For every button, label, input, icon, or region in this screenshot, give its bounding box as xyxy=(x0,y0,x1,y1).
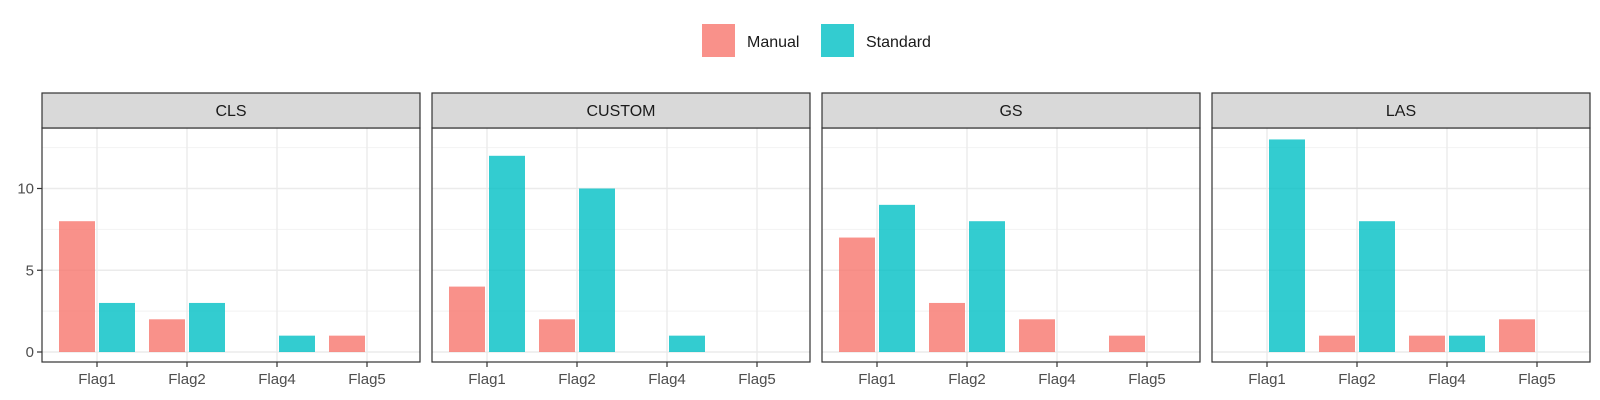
bar xyxy=(1019,319,1055,352)
bar xyxy=(1319,335,1355,352)
bar xyxy=(489,155,525,352)
plot-background xyxy=(432,128,810,362)
y-tick-label: 0 xyxy=(26,344,34,361)
bar xyxy=(929,302,965,352)
bar xyxy=(1449,335,1485,352)
bar xyxy=(969,221,1005,352)
bar xyxy=(879,204,915,352)
bar xyxy=(669,335,705,352)
x-tick-label: Flag1 xyxy=(858,371,896,388)
x-tick-label: Flag2 xyxy=(1338,371,1376,388)
x-tick-label: Flag5 xyxy=(1128,371,1166,388)
x-tick-label: Flag2 xyxy=(948,371,986,388)
legend-swatch-standard xyxy=(821,24,854,57)
x-tick-label: Flag2 xyxy=(558,371,596,388)
panel-gs: GS Flag1 Flag2 Flag4 Flag5 xyxy=(821,92,1201,388)
x-tick-label: Flag1 xyxy=(78,371,116,388)
x-tick-label: Flag4 xyxy=(258,371,296,388)
x-tick-label: Flag4 xyxy=(1038,371,1076,388)
bar xyxy=(99,302,135,352)
panels: CLS Flag1 Flag2 Flag4 Flag5 0 5 10 CUSTOM Flag1 Fl… xyxy=(17,92,1591,388)
legend-label-manual: Manual xyxy=(747,34,799,51)
legend-label-standard: Standard xyxy=(866,34,931,51)
x-tick-label: Flag1 xyxy=(468,371,506,388)
facet-strip xyxy=(821,92,1201,129)
bar xyxy=(839,237,875,352)
x-tick-label: Flag5 xyxy=(738,371,776,388)
bar xyxy=(1269,139,1305,352)
x-tick-label: Flag4 xyxy=(648,371,686,388)
facet-title: LAS xyxy=(1386,103,1416,120)
bar xyxy=(539,319,575,352)
bar xyxy=(59,221,95,352)
x-tick-label: Flag1 xyxy=(1248,371,1286,388)
bar xyxy=(279,335,315,352)
panel-las: LAS Flag1 Flag2 Flag4 Flag5 xyxy=(1211,92,1591,388)
bar xyxy=(1109,335,1145,352)
bar xyxy=(189,302,225,352)
facet-strip xyxy=(1211,92,1591,129)
panel-custom: CUSTOM Flag1 Flag2 Flag4 Flag5 xyxy=(431,92,811,388)
x-tick-label: Flag2 xyxy=(168,371,206,388)
y-tick-label: 5 xyxy=(26,262,34,279)
bar xyxy=(1359,221,1395,352)
facet-title: CUSTOM xyxy=(586,103,655,120)
bar xyxy=(1499,319,1535,352)
bar xyxy=(329,335,365,352)
panel-cls: CLS Flag1 Flag2 Flag4 Flag5 0 5 10 xyxy=(17,92,421,388)
bar xyxy=(449,286,485,352)
facet-title: CLS xyxy=(215,103,246,120)
facet-strip xyxy=(431,92,811,129)
bar xyxy=(579,188,615,352)
y-tick-label: 10 xyxy=(17,181,34,198)
facet-title: GS xyxy=(999,103,1022,120)
plot-background xyxy=(822,128,1200,362)
legend: Manual Standard xyxy=(702,24,931,57)
bar xyxy=(1409,335,1445,352)
legend-swatch-manual xyxy=(702,24,735,57)
x-tick-label: Flag4 xyxy=(1428,371,1466,388)
bar xyxy=(149,319,185,352)
facet-strip xyxy=(41,92,421,129)
x-tick-label: Flag5 xyxy=(348,371,386,388)
plot-background xyxy=(42,128,420,362)
x-tick-label: Flag5 xyxy=(1518,371,1556,388)
